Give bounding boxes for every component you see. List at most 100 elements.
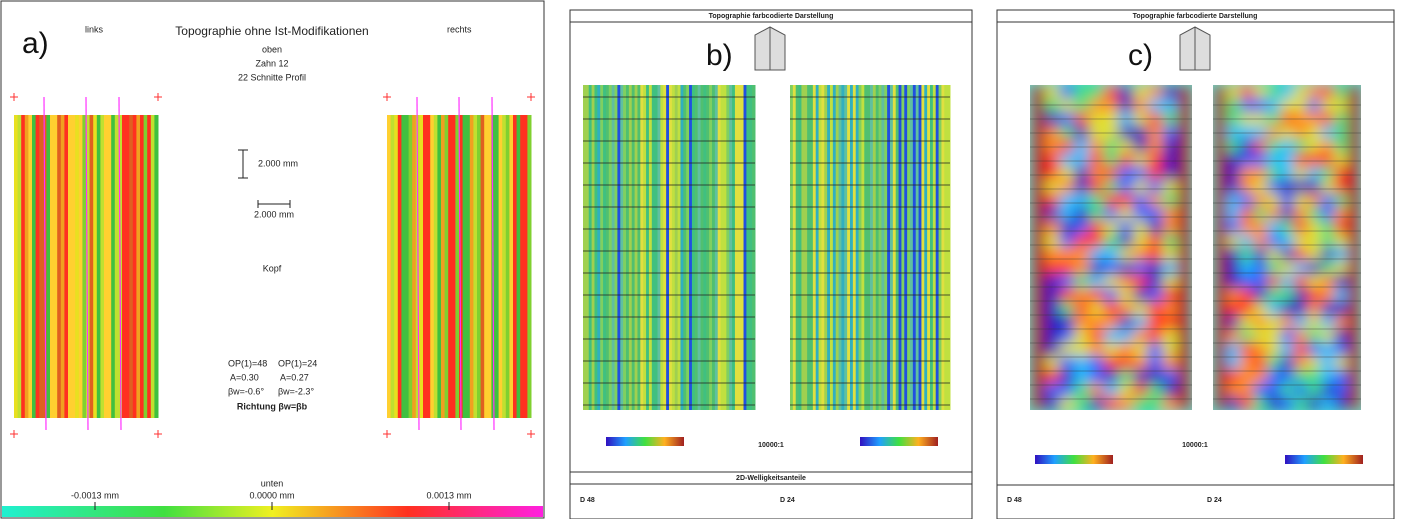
heat-cell <box>1045 288 1061 303</box>
heat-cell <box>1177 315 1193 330</box>
heat-cell <box>1348 139 1362 154</box>
heat-cell <box>1163 180 1179 195</box>
heat-cell <box>1030 369 1046 384</box>
heat-cell <box>1118 112 1134 127</box>
heat-cell <box>1163 139 1179 154</box>
heat-cell <box>1348 342 1362 357</box>
text: unten <box>261 478 284 488</box>
heat-cell <box>1280 112 1294 127</box>
heat-cell <box>1253 356 1267 371</box>
heat-cell <box>1226 139 1240 154</box>
heat-cell <box>1148 180 1164 195</box>
heat-cell <box>1177 85 1193 100</box>
heat-stripe <box>473 115 477 418</box>
heat-cell <box>1089 342 1105 357</box>
heat-cell <box>1148 139 1164 154</box>
heat-cell <box>1348 166 1362 181</box>
heat-stripe <box>401 115 405 418</box>
heat-cell <box>1118 234 1134 249</box>
heat-cell <box>1253 302 1267 317</box>
heat-stripe <box>97 115 101 418</box>
heat-cell <box>1226 153 1240 168</box>
heat-cell <box>1253 329 1267 344</box>
side-label: links <box>85 24 104 34</box>
heat-cell <box>1280 396 1294 411</box>
heat-cell <box>1118 153 1134 168</box>
heat-stripe <box>18 115 22 418</box>
heat-cell <box>1074 288 1090 303</box>
heat-cell <box>1294 248 1308 263</box>
heat-stripe <box>499 115 503 418</box>
heat-cell <box>1294 302 1308 317</box>
heat-blur <box>1203 75 1371 420</box>
heat-cell <box>1089 193 1105 208</box>
heat-cell <box>1294 261 1308 276</box>
heat-cell <box>1163 220 1179 235</box>
stat: A=0.27 <box>280 372 309 382</box>
heat-cell <box>1177 302 1193 317</box>
heat-cell <box>1334 329 1348 344</box>
heat-cell <box>1059 288 1075 303</box>
heat-cell <box>1045 220 1061 235</box>
heat-cell <box>1089 315 1105 330</box>
heat-cell <box>1253 139 1267 154</box>
heat-cell <box>1148 207 1164 222</box>
heat-cell <box>1133 112 1149 127</box>
heat-cell <box>1348 356 1362 371</box>
heat-cell <box>1074 369 1090 384</box>
heat-cell <box>1226 302 1240 317</box>
heat-cell <box>1213 139 1227 154</box>
heat-cell <box>1334 139 1348 154</box>
heat-stripe <box>423 115 427 418</box>
heat-stripe <box>495 115 499 418</box>
heat-cell <box>1213 99 1227 114</box>
heat-cell <box>1059 193 1075 208</box>
heat-cell <box>1280 99 1294 114</box>
stat: βw=-0.6° <box>228 386 264 396</box>
heat-cell <box>1059 166 1075 181</box>
heat-cell <box>1294 85 1308 100</box>
heat-cell <box>1074 396 1090 411</box>
stat: OP(1)=24 <box>278 358 317 368</box>
heat-cell <box>1059 342 1075 357</box>
heat-cell <box>1267 396 1281 411</box>
heat-cells <box>1020 75 1202 420</box>
heat-cell <box>1177 261 1193 276</box>
heat-cell <box>1089 153 1105 168</box>
heat-cell <box>1104 369 1120 384</box>
heat-cell <box>1280 139 1294 154</box>
heat-cell <box>1307 342 1321 357</box>
heat-cell <box>1334 85 1348 100</box>
heat-cell <box>1321 248 1335 263</box>
scale-label: 2.000 mm <box>258 158 298 168</box>
heat-cell <box>1348 180 1362 195</box>
heat-cell <box>1074 356 1090 371</box>
heat-cell <box>1226 207 1240 222</box>
heat-cell <box>1226 288 1240 303</box>
heat-cell <box>1253 234 1267 249</box>
heat-cell <box>1030 85 1046 100</box>
heat-cell <box>1177 288 1193 303</box>
heat-cell <box>1177 356 1193 371</box>
heat-cell <box>1104 356 1120 371</box>
heat-stripe <box>509 115 513 418</box>
heat-cell <box>1133 207 1149 222</box>
heat-cell <box>1148 153 1164 168</box>
heat-cell <box>1267 180 1281 195</box>
heat-cell <box>1089 220 1105 235</box>
heat-cell <box>1133 248 1149 263</box>
heat-cell <box>1226 396 1240 411</box>
colorbar <box>860 437 938 446</box>
heat-stripe <box>28 115 32 418</box>
heat-cell <box>1321 166 1335 181</box>
heat-cell <box>1280 180 1294 195</box>
heat-cell <box>1294 112 1308 127</box>
heat-cell <box>1118 207 1134 222</box>
heat-stripe <box>75 115 79 418</box>
heat-stripe <box>93 115 97 418</box>
heat-cell <box>1321 369 1335 384</box>
heat-stripe <box>36 115 40 418</box>
heat-cell <box>1253 396 1267 411</box>
heat-cell <box>1118 369 1134 384</box>
heat-cell <box>1163 85 1179 100</box>
